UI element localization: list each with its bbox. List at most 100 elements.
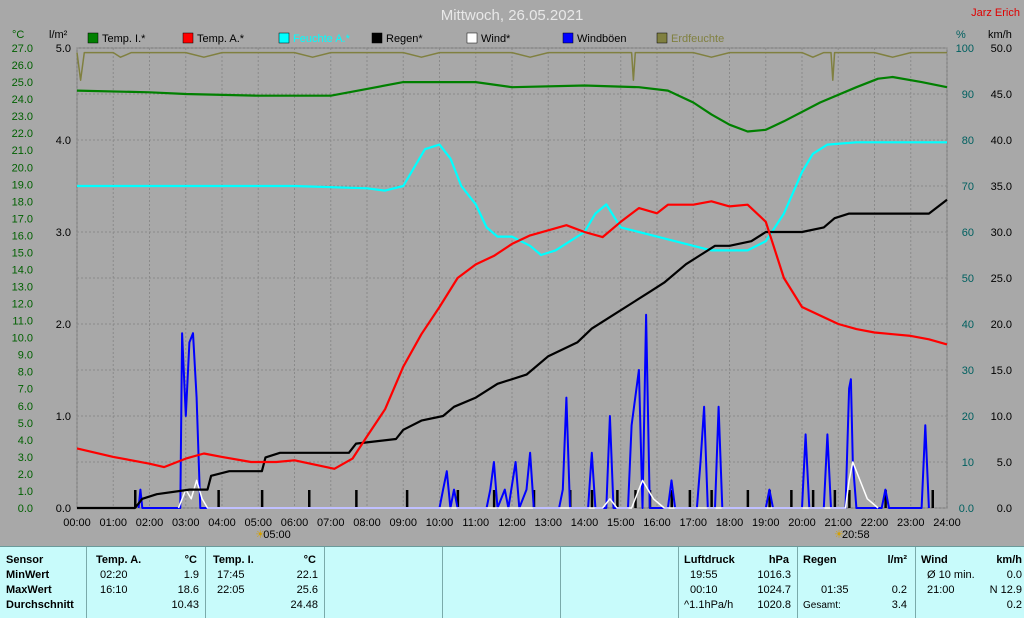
chart-title: Mittwoch, 26.05.2021	[441, 7, 584, 24]
humidity-axis-tick: 40	[962, 319, 974, 331]
rain-event-bar	[670, 490, 673, 508]
stats-temp-a-max-value: 18.6	[177, 584, 199, 596]
stats-temp-a-min-time: 02:20	[100, 569, 128, 581]
wind-axis-tick: 40.0	[991, 135, 1012, 147]
temp-axis-tick: 26.0	[12, 60, 33, 72]
stats-pressure-max-time: 00:10	[690, 584, 718, 596]
stats-wind-avg-value: 0.0	[1006, 569, 1022, 581]
stats-pressure-avg-value: 1020.8	[757, 599, 791, 611]
stats-wind-column: Wind km/h Ø 10 min. 0.0 21:00 N 12.9 0.2	[915, 547, 1024, 618]
rain-axis-unit: l/m²	[49, 29, 68, 41]
rain-event-bar	[768, 490, 771, 508]
stats-wind-avg-label: Ø 10 min.	[927, 569, 975, 581]
legend: Temp. I.* Temp. A.* Feuchte A.* Regen* Wind*…	[87, 32, 724, 45]
rain-event-bar	[217, 490, 220, 508]
temp-axis-tick: 13.0	[12, 282, 33, 294]
rain-event-bar	[260, 490, 264, 508]
legend-label: Wind*	[481, 33, 511, 45]
rain-event-bar	[931, 490, 934, 508]
rain-event-bar	[355, 490, 358, 508]
rain-event-bar	[134, 490, 137, 508]
temp-axis-tick: 23.0	[12, 111, 33, 123]
temp-axis-tick: 14.0	[12, 264, 33, 276]
temp-axis-tick: 0.0	[18, 503, 33, 515]
stats-label-column: Sensor MinWert MaxWert Durchschnitt	[0, 547, 87, 618]
rain-axis-tick: 2.0	[56, 319, 71, 331]
wind-axis-tick: 15.0	[991, 365, 1012, 377]
author-label: Jarz Erich	[971, 7, 1020, 19]
x-axis-tick: 10:00	[426, 517, 454, 529]
stats-label-min: MinWert	[6, 569, 50, 581]
x-axis-tick: 11:00	[462, 517, 489, 529]
stats-wind-mean-value: 0.2	[1006, 599, 1022, 611]
stats-temp-a-max-time: 16:10	[100, 584, 128, 596]
stats-temp-i-avg-value: 24.48	[290, 599, 318, 611]
stats-pressure-title: Luftdruck	[684, 554, 735, 566]
rain-event-bar	[688, 490, 692, 508]
temp-axis-tick: 20.0	[12, 162, 33, 174]
stats-wind-max-value: N 12.9	[989, 584, 1022, 596]
temp-axis-tick: 16.0	[12, 230, 33, 242]
sun-marker-icon: ☀	[255, 528, 265, 541]
temp-axis-tick: 12.0	[12, 299, 33, 311]
temp-axis-tick: 19.0	[12, 179, 33, 191]
rain-event-bar	[456, 490, 460, 508]
temp-axis-tick: 1.0	[18, 486, 33, 498]
wind-axis-tick: 30.0	[991, 227, 1012, 239]
legend-label: Temp. I.*	[102, 33, 146, 45]
stats-rain-total-label: Gesamt:	[803, 600, 841, 611]
legend-label: Temp. A.*	[197, 33, 245, 45]
x-axis-tick: 12:00	[498, 517, 526, 529]
legend-label: Feuchte A.*	[293, 33, 351, 45]
x-axis-tick: 20:00	[788, 517, 816, 529]
legend-label: Regen*	[386, 33, 423, 45]
humidity-axis-tick: 60	[962, 227, 974, 239]
stats-temp-a-unit: °C	[184, 554, 197, 566]
wind-axis-tick: 45.0	[991, 89, 1012, 101]
stats-rain-unit: l/m²	[887, 554, 907, 566]
rain-event-bar	[790, 490, 793, 508]
legend-swatch	[562, 32, 574, 44]
rain-event-bar	[492, 490, 496, 508]
stats-label-avg: Durchschnitt	[6, 599, 74, 611]
x-axis-tick: 09:00	[389, 517, 417, 529]
humidity-axis-tick: 20	[962, 411, 974, 423]
stats-empty-column-1	[324, 547, 443, 618]
wind-axis-tick: 35.0	[991, 181, 1012, 193]
stats-header-sensor: Sensor	[6, 554, 44, 566]
temp-axis-tick: 6.0	[18, 401, 33, 413]
humidity-axis-tick: 10	[962, 457, 974, 469]
stats-wind-title: Wind	[921, 554, 948, 566]
humidity-axis-tick: 100	[956, 43, 974, 55]
rain-event-bar	[848, 490, 851, 508]
wind-axis-tick: 50.0	[991, 43, 1012, 55]
rain-axis-tick: 0.0	[56, 503, 71, 515]
stats-temp-i-unit: °C	[303, 554, 316, 566]
wind-axis-tick: 5.0	[997, 457, 1012, 469]
stats-temp-a-min-value: 1.9	[183, 569, 199, 581]
stats-wind-unit: km/h	[996, 554, 1022, 566]
x-axis-tick: 13:00	[534, 517, 562, 529]
stats-pressure-column: Luftdruck hPa 19:55 1016.3 00:10 1024.7 …	[678, 547, 798, 618]
sun-marker-icon: ☀	[834, 528, 844, 541]
humidity-axis-tick: 80	[962, 135, 974, 147]
x-axis-tick: 07:00	[317, 517, 345, 529]
stats-rain-total-value: 3.4	[891, 599, 907, 611]
temp-axis-unit: °C	[12, 29, 24, 41]
temp-axis-tick: 4.0	[18, 435, 33, 447]
x-axis-tick: 19:00	[752, 517, 780, 529]
stats-temp-i-max-time: 22:05	[217, 584, 245, 596]
stats-rain-title: Regen	[803, 554, 837, 566]
rain-event-bar	[590, 490, 594, 508]
series-line-feuchtea	[77, 141, 947, 257]
rain-event-bar	[308, 490, 311, 508]
temp-axis-tick: 8.0	[18, 367, 33, 379]
series-line-windben	[137, 313, 930, 509]
rain-event-bar	[833, 490, 837, 508]
legend-swatch	[278, 32, 290, 44]
rain-axis-tick: 5.0	[56, 43, 71, 55]
series-line-erdfeuchte	[76, 51, 947, 81]
sun-marker-time: 05:00	[263, 529, 291, 541]
x-axis-tick: 21:00	[824, 517, 852, 529]
x-axis-tick: 06:00	[281, 517, 309, 529]
